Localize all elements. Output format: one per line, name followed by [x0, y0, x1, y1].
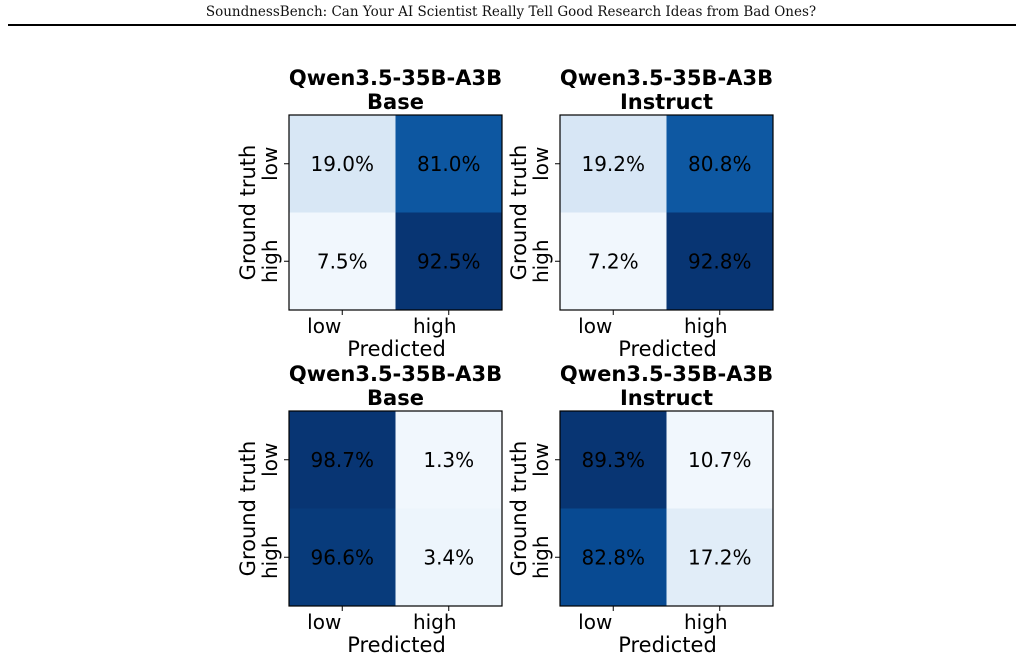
matrix-1-y-tick-label: low	[258, 147, 282, 181]
matrix-2-cell	[666, 115, 773, 213]
matrix-3-cell-label: 96.6%	[310, 545, 374, 569]
matrix-3-cell	[289, 508, 396, 606]
matrix-1-cell	[395, 115, 502, 213]
matrix-2-y-tick-label: low	[529, 147, 553, 181]
matrix-4-frame	[559, 410, 774, 607]
page-header: SoundnessBench: Can Your AI Scientist Re…	[205, 4, 817, 20]
matrix-1-y-axis-label: Ground truth	[236, 145, 260, 281]
matrix-2-x-tick-label: high	[684, 314, 728, 338]
matrix-4-x-tick-label: low	[578, 610, 612, 634]
matrix-1-x-axis-label: Predicted	[347, 337, 446, 361]
matrix-3-cell-label: 98.7%	[310, 448, 374, 472]
matrix-4-x-axis-label: Predicted	[618, 633, 717, 656]
matrix-3-cell-label: 1.3%	[423, 448, 474, 472]
matrix-3-cell	[289, 411, 396, 509]
matrix-4-title-line-2: Instruct	[620, 386, 713, 410]
matrix-2-x-axis-label: Predicted	[618, 337, 717, 361]
matrix-2-x-tick-label: low	[578, 314, 612, 338]
matrix-3-x-axis-label: Predicted	[347, 633, 446, 656]
matrix-1-cell-label: 81.0%	[417, 152, 481, 176]
matrix-3-title-line-2: Base	[367, 386, 424, 410]
matrix-4-y-tick-label: low	[529, 443, 553, 477]
matrix-1-x-tick-label: low	[307, 314, 341, 338]
matrix-4-cell-label: 82.8%	[581, 545, 645, 569]
matrix-3-x-tick-label: high	[413, 610, 457, 634]
matrix-4-x-tick-label: high	[684, 610, 728, 634]
matrix-2-cell	[560, 115, 667, 213]
matrix-4-cell-label: 10.7%	[688, 448, 752, 472]
matrix-4-y-axis-label: Ground truth	[507, 441, 531, 577]
matrix-4-cell	[666, 508, 773, 606]
matrix-2-cell	[666, 212, 773, 310]
matrix-1-cell	[289, 115, 396, 213]
matrix-4-cell	[666, 411, 773, 509]
matrix-2-title-line-1: Qwen3.5-35B-A3B	[560, 66, 773, 90]
matrix-1-frame	[288, 114, 503, 311]
matrix-3-frame	[288, 410, 503, 607]
matrix-4-cell	[560, 508, 667, 606]
matrix-4-cell-label: 17.2%	[688, 545, 752, 569]
matrix-4-cell	[560, 411, 667, 509]
matrix-2-cell-label: 19.2%	[581, 152, 645, 176]
matrix-1-x-tick-label: high	[413, 314, 457, 338]
matrix-1-title-line-1: Qwen3.5-35B-A3B	[289, 66, 502, 90]
matrix-4-title-line-1: Qwen3.5-35B-A3B	[560, 362, 773, 386]
matrix-1-title-line-2: Base	[367, 90, 424, 114]
matrix-2-cell	[560, 212, 667, 310]
matrix-3-x-tick-label: low	[307, 610, 341, 634]
matrix-4-y-tick-label: high	[529, 535, 553, 579]
matrix-2-y-tick-label: high	[529, 239, 553, 283]
matrix-1-cell-label: 19.0%	[310, 152, 374, 176]
matrix-3-cell-label: 3.4%	[423, 545, 474, 569]
matrix-2-cell-label: 80.8%	[688, 152, 752, 176]
matrix-2-y-axis-label: Ground truth	[507, 145, 531, 281]
matrix-2-cell-label: 7.2%	[588, 249, 639, 273]
matrix-2-frame	[559, 114, 774, 311]
matrix-1-y-tick-label: high	[258, 239, 282, 283]
matrix-1-cell-label: 92.5%	[417, 249, 481, 273]
matrix-3-y-tick-label: low	[258, 443, 282, 477]
header-rule	[8, 24, 1016, 26]
matrix-1-cell-label: 7.5%	[317, 249, 368, 273]
matrix-3-cell	[395, 508, 502, 606]
matrix-3-title-line-1: Qwen3.5-35B-A3B	[289, 362, 502, 386]
matrix-1-cell	[395, 212, 502, 310]
matrix-2-cell-label: 92.8%	[688, 249, 752, 273]
matrix-1-cell	[289, 212, 396, 310]
matrix-2-title-line-2: Instruct	[620, 90, 713, 114]
matrix-4-cell-label: 89.3%	[581, 448, 645, 472]
matrix-3-y-axis-label: Ground truth	[236, 441, 260, 577]
matrix-3-cell	[395, 411, 502, 509]
matrix-3-y-tick-label: high	[258, 535, 282, 579]
